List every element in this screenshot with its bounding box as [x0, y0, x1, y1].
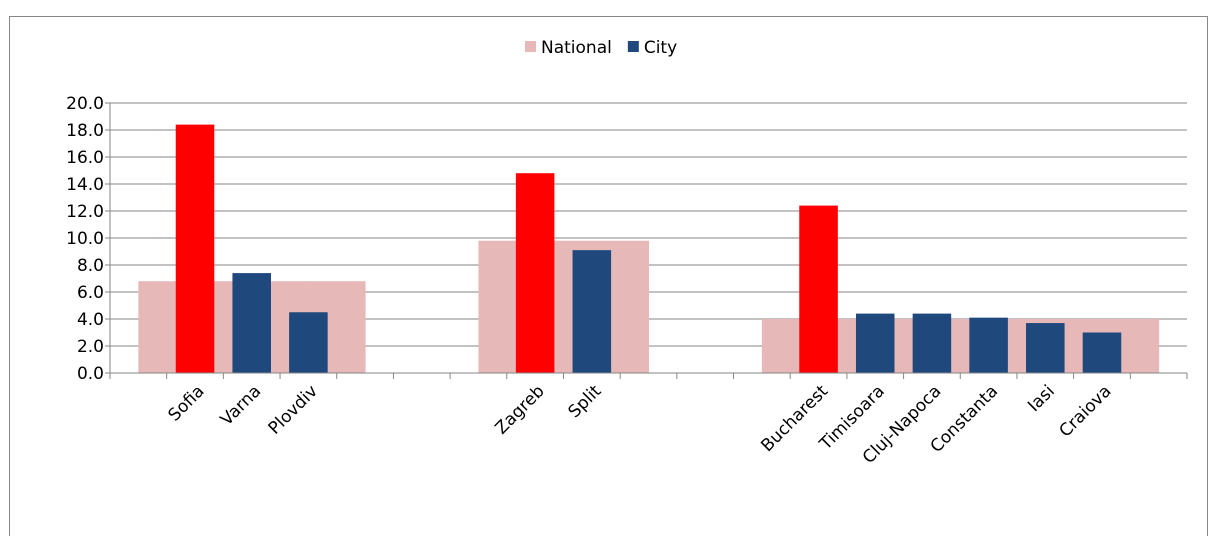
- city-bar: [799, 205, 838, 373]
- legend-label: National: [541, 38, 612, 58]
- y-tick-label: 16.0: [66, 148, 104, 168]
- y-tick-label: 0.0: [77, 364, 104, 384]
- city-bar: [912, 313, 952, 373]
- y-tick-label: 12.0: [66, 202, 104, 222]
- y-tick-label: 6.0: [77, 283, 104, 303]
- y-tick-label: 10.0: [66, 229, 104, 249]
- city-bar: [969, 317, 1008, 373]
- y-tick-label: 18.0: [66, 121, 104, 141]
- y-tick-label: 20.0: [66, 94, 104, 114]
- legend-label: City: [644, 38, 677, 58]
- city-bar: [1082, 332, 1122, 373]
- y-tick-label: 14.0: [66, 175, 104, 195]
- legend-swatch: [627, 41, 639, 52]
- city-bar: [1026, 323, 1065, 373]
- city-bar: [232, 273, 271, 373]
- y-tick-label: 8.0: [77, 256, 104, 276]
- city-bar: [289, 312, 328, 373]
- y-tick-label: 2.0: [77, 337, 104, 357]
- city-bar: [175, 124, 215, 373]
- city-bar: [855, 313, 895, 373]
- city-bar: [572, 250, 612, 373]
- y-tick-label: 4.0: [77, 310, 104, 330]
- legend-swatch: [525, 41, 536, 52]
- city-bar: [515, 173, 555, 373]
